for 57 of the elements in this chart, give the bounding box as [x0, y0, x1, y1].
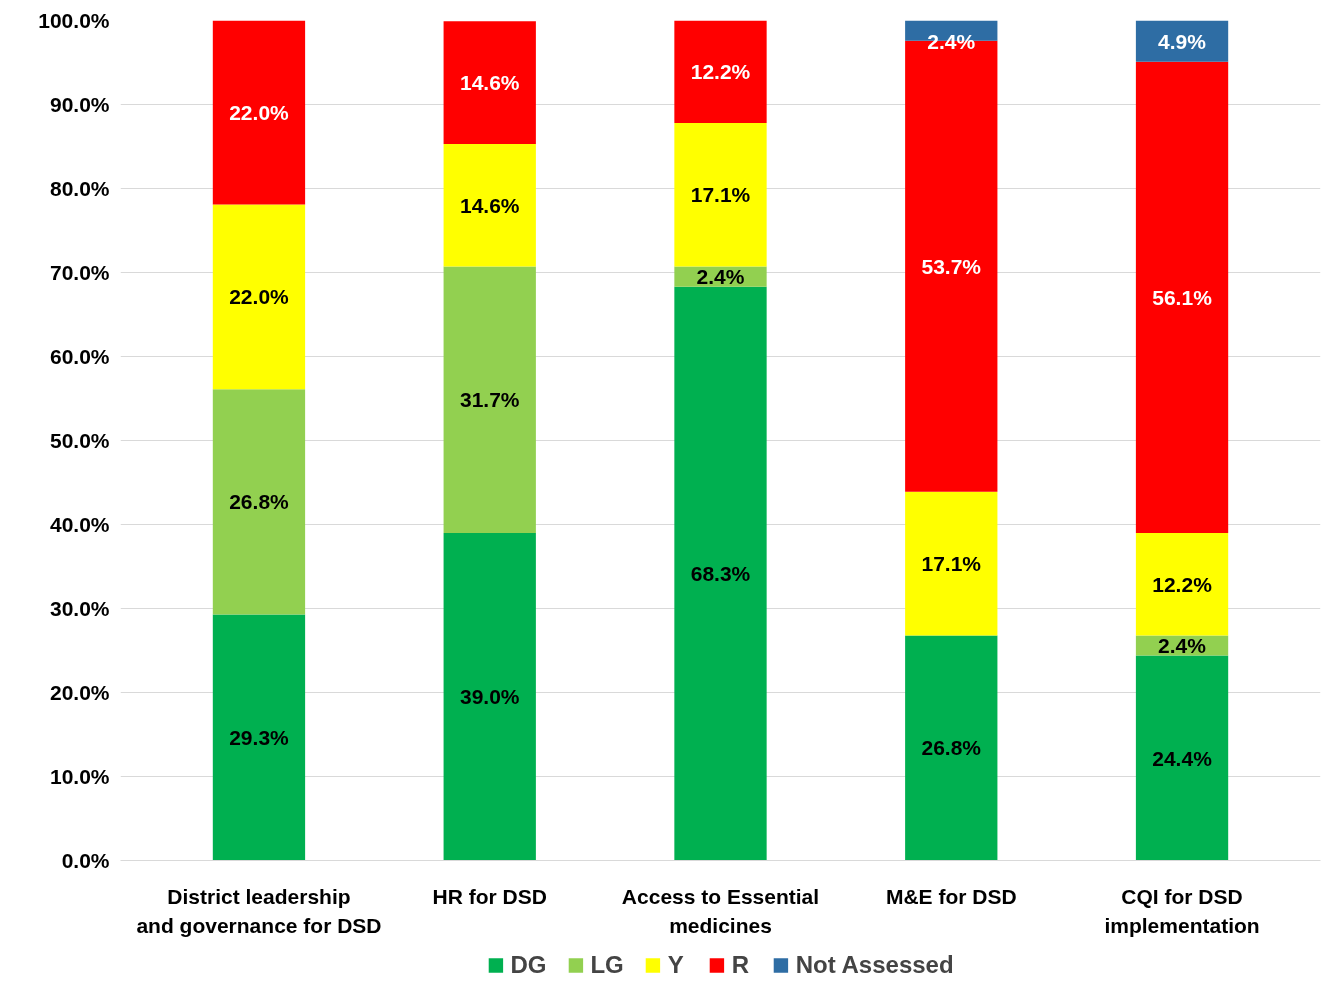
y-tick-label: 20.0%: [49, 681, 110, 704]
data-label: 31.7%: [459, 388, 520, 412]
x-tick-label: M&E for DSD: [885, 884, 1017, 908]
x-tick-label: District leadership and governance for DSD: [136, 884, 382, 938]
bar: [905, 491, 998, 636]
y-tick-label: 80.0%: [49, 177, 110, 200]
bar: [212, 20, 306, 205]
bar: [443, 143, 536, 267]
y-tick-label: 90.0%: [49, 93, 110, 116]
y-tick-label: 70.0%: [49, 261, 110, 284]
data-label: 22.0%: [229, 100, 290, 124]
data-label: 14.6%: [459, 193, 520, 217]
data-label: 53.7%: [921, 254, 982, 278]
bar: [905, 635, 998, 861]
legend-label: LG: [590, 951, 624, 979]
y-tick-label: 10.0%: [49, 765, 110, 788]
data-label: 2.4%: [696, 265, 745, 289]
bar: [674, 122, 767, 267]
data-label: 4.9%: [1158, 30, 1207, 53]
data-label: 22.0%: [229, 285, 290, 309]
y-tick-label: 60.0%: [49, 345, 110, 368]
bar: [674, 286, 767, 861]
y-tick-label: 0.0%: [61, 849, 110, 872]
data-label: 24.4%: [1152, 746, 1213, 770]
bar: [443, 532, 536, 861]
bar: [212, 389, 306, 615]
x-tick-label: CQI for DSD implementation: [1104, 884, 1260, 938]
x-tick-label: HR for DSD: [432, 884, 547, 908]
legend-label: Y: [667, 951, 685, 979]
bar: [443, 21, 536, 144]
data-label: 29.3%: [229, 725, 290, 749]
data-label: 26.8%: [229, 490, 290, 514]
data-label: 26.8%: [921, 736, 982, 760]
legend-label: Not Assessed: [795, 951, 954, 979]
data-label: 17.1%: [921, 552, 982, 576]
y-tick-label: 30.0%: [49, 597, 110, 620]
bar: [1135, 61, 1229, 533]
bar: [1135, 655, 1229, 861]
y-tick-label: 100.0%: [38, 9, 110, 32]
data-label: 14.6%: [459, 71, 520, 95]
bar: [443, 266, 536, 533]
data-label: 68.3%: [690, 562, 751, 586]
bar: [1135, 532, 1229, 636]
legend-label: R: [731, 951, 751, 979]
bar: [212, 204, 306, 390]
y-tick-label: 40.0%: [49, 513, 110, 536]
y-tick-label: 50.0%: [49, 429, 110, 452]
data-label: 2.4%: [1158, 633, 1207, 657]
data-label: 39.0%: [459, 685, 520, 709]
data-label: 12.2%: [1152, 572, 1213, 596]
data-label: 17.1%: [690, 183, 751, 207]
x-tick-label: Access to Essential medicines: [621, 884, 820, 938]
data-label: 12.2%: [690, 60, 751, 84]
bar: [674, 20, 767, 123]
bar: [212, 614, 306, 861]
legend-label: DG: [510, 951, 547, 979]
data-label: 56.1%: [1152, 285, 1213, 309]
